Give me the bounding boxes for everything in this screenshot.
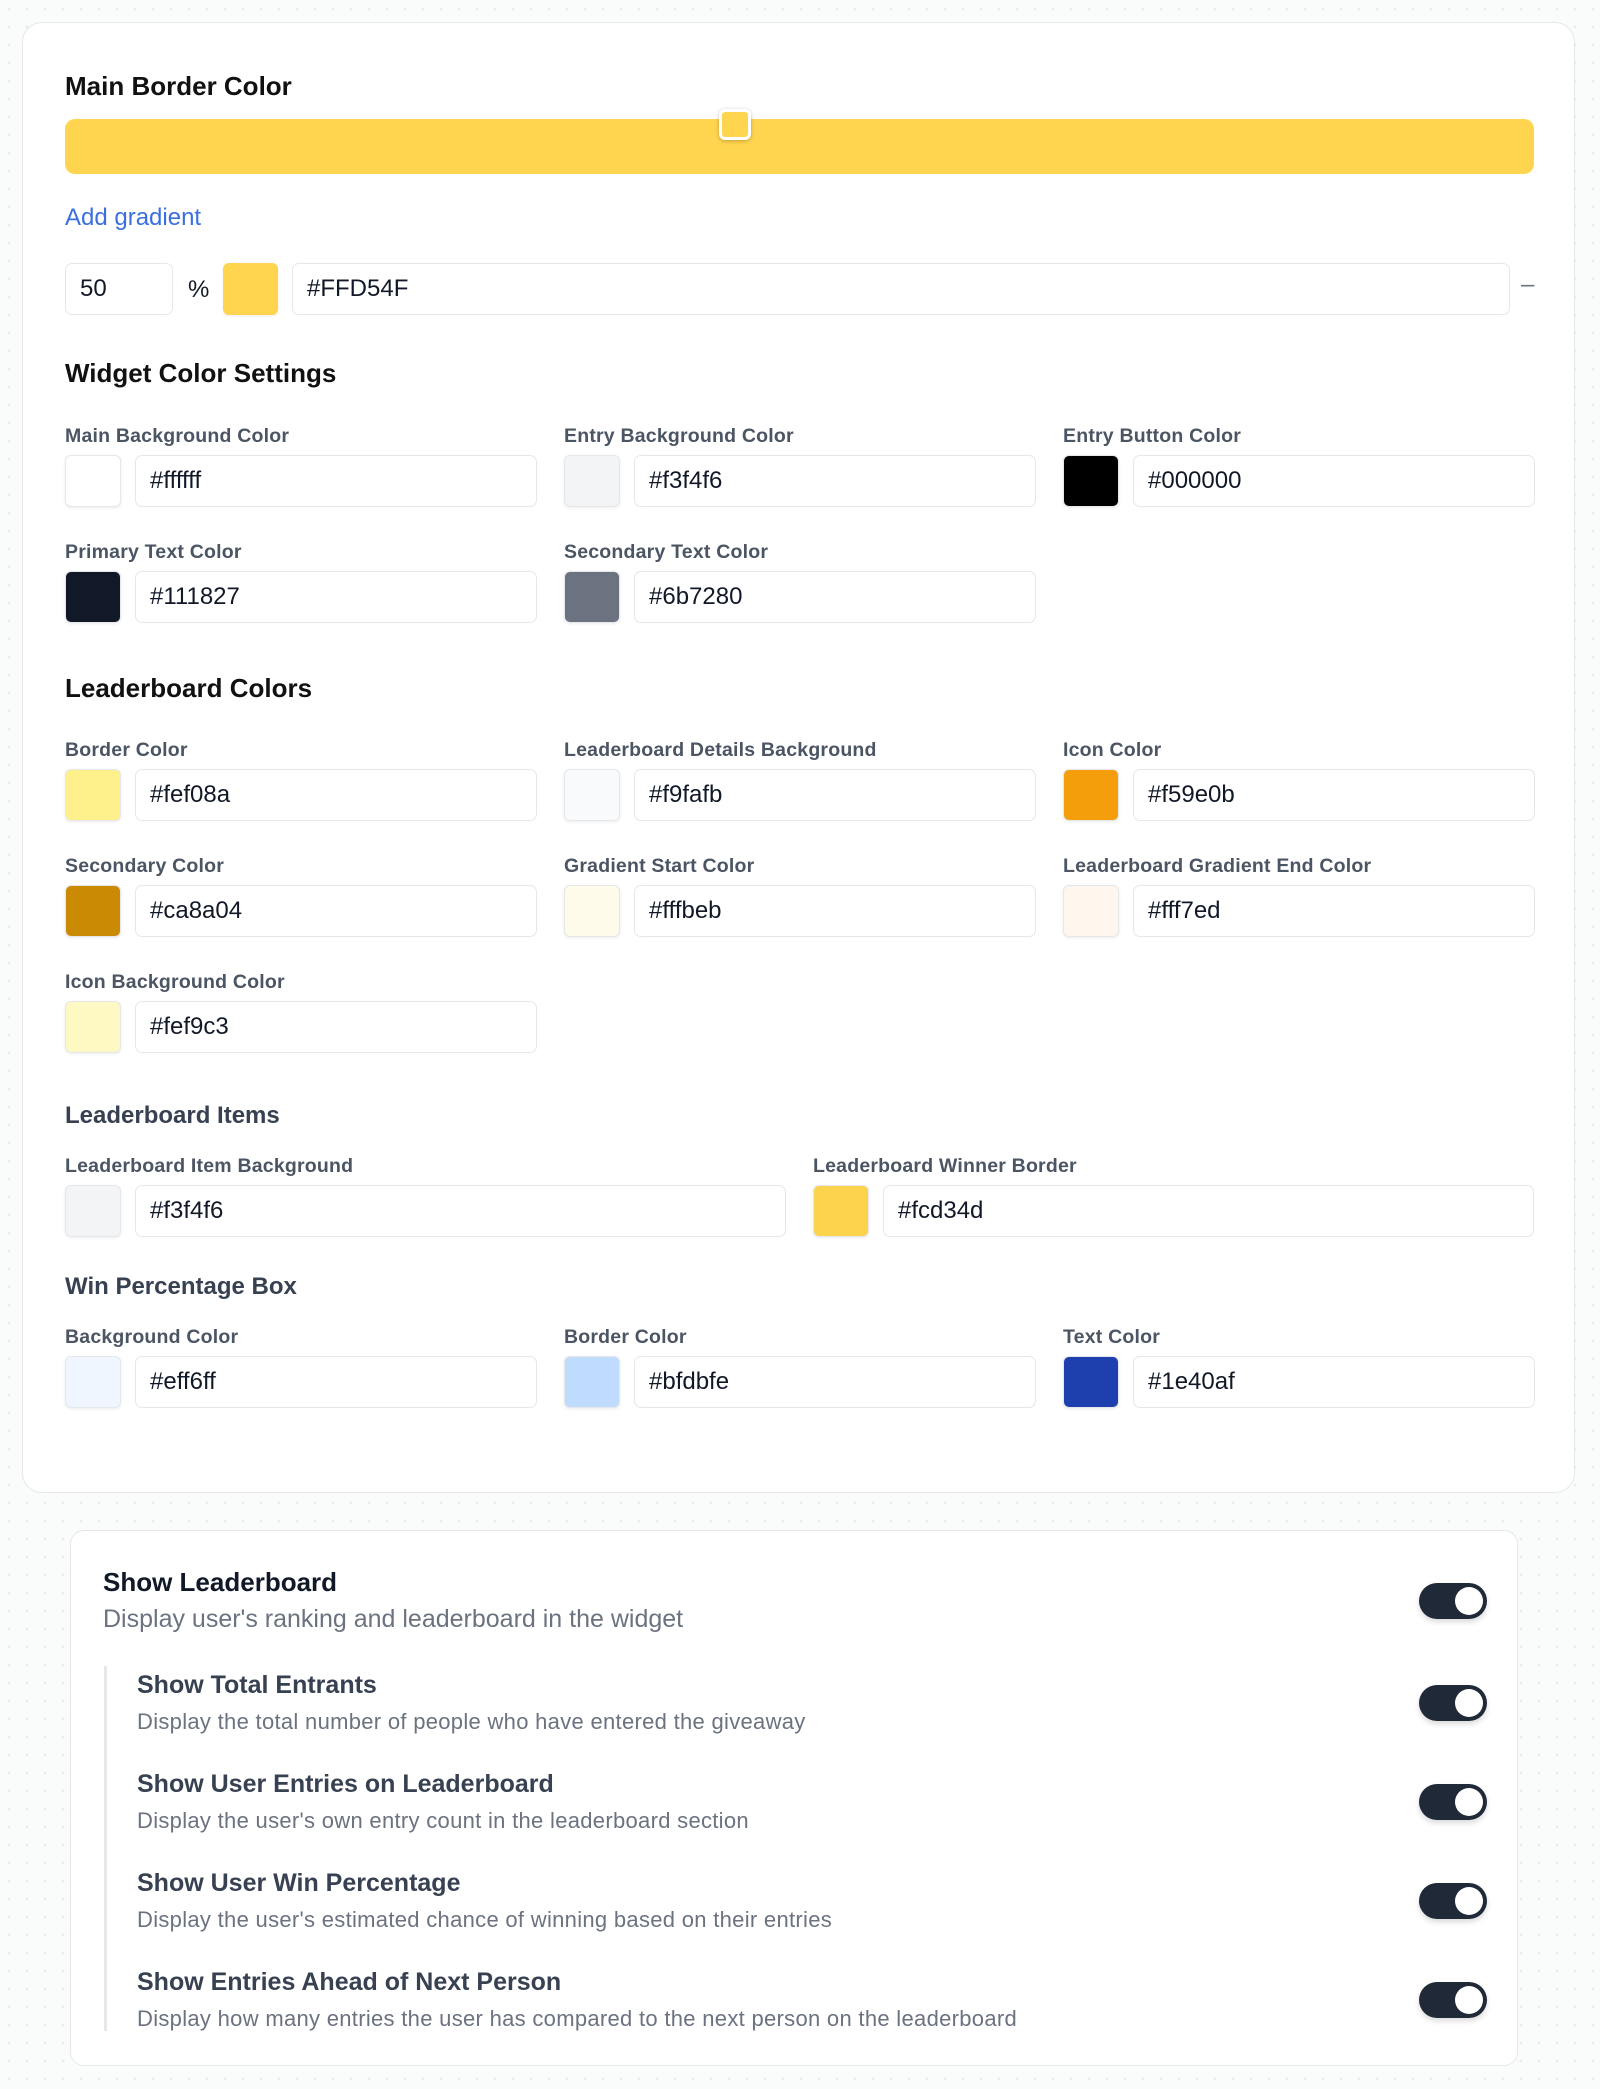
sub-option-toggle[interactable] bbox=[1419, 1883, 1487, 1919]
sub-option-toggle[interactable] bbox=[1419, 1685, 1487, 1721]
color-swatch[interactable] bbox=[564, 571, 620, 623]
color-swatch[interactable] bbox=[1063, 455, 1119, 507]
color-field-label: Secondary Text Color bbox=[564, 541, 769, 563]
color-hex-input[interactable] bbox=[135, 885, 537, 937]
color-swatch[interactable] bbox=[65, 1185, 121, 1237]
section-title-leaderboard: Leaderboard Colors bbox=[65, 673, 313, 703]
toggle-title: Show Entries Ahead of Next Person bbox=[137, 1968, 562, 1996]
toggle-description: Display the total number of people who h… bbox=[137, 1709, 806, 1734]
color-swatch[interactable] bbox=[1063, 885, 1119, 937]
color-hex-input[interactable] bbox=[1133, 1356, 1535, 1408]
color-swatch[interactable] bbox=[65, 1356, 121, 1408]
color-swatch[interactable] bbox=[65, 455, 121, 507]
color-hex-input[interactable] bbox=[634, 769, 1036, 821]
toggle-title: Show User Win Percentage bbox=[137, 1869, 461, 1897]
color-swatch[interactable] bbox=[65, 571, 121, 623]
toggle-description: Display the user's estimated chance of w… bbox=[137, 1907, 833, 1932]
toggle-title: Show User Entries on Leaderboard bbox=[137, 1770, 554, 1798]
toggle-description: Display how many entries the user has co… bbox=[137, 2006, 1018, 2031]
section-title-widget: Widget Color Settings bbox=[65, 358, 337, 388]
color-field-label: Entry Background Color bbox=[564, 425, 794, 447]
color-field-label: Leaderboard Winner Border bbox=[813, 1155, 1077, 1177]
toggle-title: Show Leaderboard bbox=[103, 1567, 338, 1597]
add-gradient-link[interactable]: Add gradient bbox=[65, 204, 202, 231]
color-hex-input[interactable] bbox=[634, 885, 1036, 937]
toggle-knob bbox=[1455, 1689, 1483, 1717]
sub-option-toggle[interactable] bbox=[1419, 1982, 1487, 2018]
color-swatch[interactable] bbox=[564, 1356, 620, 1408]
color-field-label: Primary Text Color bbox=[65, 541, 242, 563]
gradient-stop-percent-input[interactable] bbox=[65, 263, 173, 315]
color-hex-input[interactable] bbox=[135, 1001, 537, 1053]
color-swatch[interactable] bbox=[65, 1001, 121, 1053]
color-swatch[interactable] bbox=[65, 885, 121, 937]
toggle-title: Show Total Entrants bbox=[137, 1671, 377, 1699]
color-hex-input[interactable] bbox=[1133, 885, 1535, 937]
color-field-label: Border Color bbox=[564, 1326, 687, 1348]
color-field-label: Leaderboard Gradient End Color bbox=[1063, 855, 1372, 877]
toggle-knob bbox=[1455, 1887, 1483, 1915]
color-hex-input[interactable] bbox=[634, 571, 1036, 623]
color-hex-input[interactable] bbox=[135, 1185, 786, 1237]
toggle-knob bbox=[1455, 1587, 1483, 1615]
leaderboard-toggles-card: Show Leaderboard Display user's ranking … bbox=[70, 1530, 1518, 2066]
color-field-label: Secondary Color bbox=[65, 855, 225, 877]
toggle-knob bbox=[1455, 1788, 1483, 1816]
color-hex-input[interactable] bbox=[634, 455, 1036, 507]
color-field-label: Icon Background Color bbox=[65, 971, 285, 993]
toggle-description: Display user's ranking and leaderboard i… bbox=[103, 1605, 684, 1633]
color-field-label: Main Background Color bbox=[65, 425, 290, 447]
section-title-items: Leaderboard Items bbox=[65, 1102, 280, 1129]
color-swatch[interactable] bbox=[564, 769, 620, 821]
color-field-label: Text Color bbox=[1063, 1326, 1160, 1348]
color-settings-card: Main Border Color Add gradient % – Widge… bbox=[22, 22, 1575, 1493]
color-hex-input[interactable] bbox=[1133, 455, 1535, 507]
color-field-label: Border Color bbox=[65, 739, 188, 761]
color-field-label: Icon Color bbox=[1063, 739, 1162, 761]
color-hex-input[interactable] bbox=[634, 1356, 1036, 1408]
color-swatch[interactable] bbox=[813, 1185, 869, 1237]
remove-stop-button[interactable]: – bbox=[1521, 271, 1534, 299]
color-hex-input[interactable] bbox=[135, 571, 537, 623]
color-field-label: Leaderboard Details Background bbox=[564, 739, 877, 761]
color-hex-input[interactable] bbox=[883, 1185, 1534, 1237]
minus-icon: – bbox=[1521, 271, 1535, 298]
color-swatch[interactable] bbox=[1063, 769, 1119, 821]
sub-options-divider bbox=[104, 1666, 107, 2031]
color-swatch[interactable] bbox=[564, 885, 620, 937]
toggle-knob bbox=[1455, 1986, 1483, 2014]
gradient-stop-color-swatch[interactable] bbox=[223, 263, 278, 315]
section-title-main-border: Main Border Color bbox=[65, 71, 292, 101]
section-title-win-box: Win Percentage Box bbox=[65, 1273, 297, 1300]
percent-sign: % bbox=[188, 276, 210, 303]
color-hex-input[interactable] bbox=[135, 455, 537, 507]
show-leaderboard-toggle[interactable] bbox=[1419, 1583, 1487, 1619]
toggle-description: Display the user's own entry count in th… bbox=[137, 1808, 749, 1833]
color-field-label: Gradient Start Color bbox=[564, 855, 755, 877]
color-hex-input[interactable] bbox=[135, 1356, 537, 1408]
gradient-preview-bar[interactable] bbox=[65, 119, 1534, 174]
color-hex-input[interactable] bbox=[135, 769, 537, 821]
sub-option-toggle[interactable] bbox=[1419, 1784, 1487, 1820]
color-field-label: Leaderboard Item Background bbox=[65, 1155, 354, 1177]
color-field-label: Background Color bbox=[65, 1326, 239, 1348]
color-hex-input[interactable] bbox=[1133, 769, 1535, 821]
gradient-stop-hex-input[interactable] bbox=[292, 263, 1510, 315]
color-field-label: Entry Button Color bbox=[1063, 425, 1241, 447]
color-swatch[interactable] bbox=[564, 455, 620, 507]
gradient-stop-handle[interactable] bbox=[719, 109, 751, 140]
color-swatch[interactable] bbox=[1063, 1356, 1119, 1408]
color-swatch[interactable] bbox=[65, 769, 121, 821]
